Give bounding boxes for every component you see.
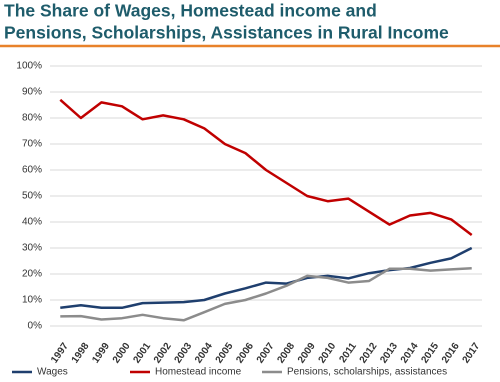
- x-tick-label: 2016: [440, 341, 462, 366]
- y-tick-label: 10%: [22, 295, 42, 306]
- legend-label: Wages: [37, 367, 68, 378]
- x-tick-label: 1999: [90, 341, 112, 366]
- x-tick-label: 2003: [173, 341, 195, 366]
- y-tick-label: 100%: [16, 61, 42, 72]
- line-series: [59, 98, 473, 236]
- x-tick-label: 2010: [317, 341, 339, 366]
- y-tick-label: 50%: [22, 191, 42, 202]
- legend-label: Pensions, scholarships, assistances: [287, 367, 447, 378]
- line-series: [60, 267, 472, 322]
- y-tick-label: 60%: [22, 165, 42, 176]
- x-tick-label: 1997: [49, 341, 71, 366]
- x-tick-label: 2009: [296, 341, 318, 366]
- x-tick-label: 2000: [111, 341, 133, 366]
- y-tick-label: 90%: [22, 87, 42, 98]
- x-tick-label: 2004: [193, 341, 215, 366]
- x-tick-label: 2011: [337, 341, 359, 365]
- x-tick-label: 2002: [152, 341, 174, 366]
- chart-title: Pensions, Scholarships, Assistances in R…: [4, 23, 449, 43]
- y-tick-label: 0%: [28, 321, 43, 332]
- y-tick-label: 70%: [22, 139, 42, 150]
- x-tick-label: 2008: [275, 341, 297, 366]
- x-tick-label: 2001: [131, 341, 153, 366]
- x-tick-label: 2015: [419, 341, 441, 366]
- y-tick-label: 30%: [22, 243, 42, 254]
- x-tick-label: 1998: [70, 341, 92, 366]
- x-tick-label: 2013: [378, 341, 400, 366]
- y-tick-label: 40%: [22, 217, 42, 228]
- legend-label: Homestead income: [155, 367, 242, 378]
- chart-title: The Share of Wages, Homestead income and: [4, 1, 377, 21]
- y-tick-label: 80%: [22, 113, 42, 124]
- x-tick-label: 2007: [255, 341, 277, 366]
- x-tick-label: 2017: [461, 341, 483, 366]
- x-tick-label: 2005: [214, 341, 236, 366]
- y-tick-label: 20%: [22, 269, 42, 280]
- x-tick-label: 2014: [399, 341, 421, 366]
- x-tick-label: 2012: [358, 341, 380, 366]
- line-series: [60, 246, 473, 310]
- x-tick-label: 2006: [234, 341, 256, 366]
